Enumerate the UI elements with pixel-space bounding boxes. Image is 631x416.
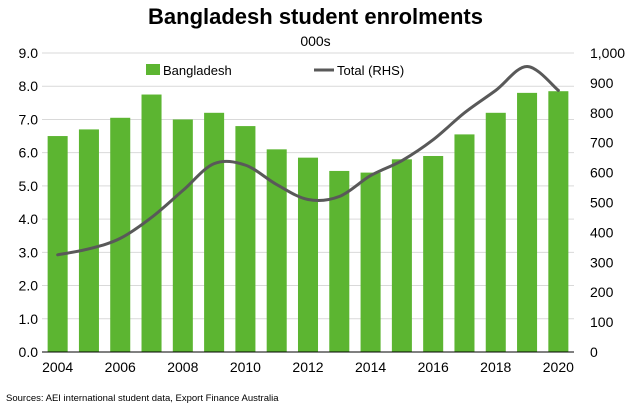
bar-2004 (47, 136, 68, 352)
line-series-total (56, 64, 560, 257)
bar-2018 (485, 112, 506, 352)
bar-2017 (454, 134, 475, 352)
bar-2006 (110, 117, 131, 353)
y-left-tick-label: 5.0 (19, 178, 39, 194)
chart-subtitle: 000s (300, 33, 331, 49)
bar-2012 (297, 157, 319, 352)
y-left-tick-label: 4.0 (19, 211, 39, 227)
y-right-tick-label: 600 (590, 165, 614, 181)
bar-2014 (360, 172, 381, 352)
bar-2005 (78, 129, 99, 352)
y-left-tick-label: 9.0 (19, 45, 39, 61)
y-axis-right-ticks: 0 100 200 300 400 500 600 700 800 900 1,000 (590, 45, 625, 360)
bar-2020 (548, 91, 569, 352)
bar-2011 (266, 149, 287, 352)
y-left-tick-label: 3.0 (19, 244, 39, 260)
bar-2008 (172, 119, 193, 352)
bar-2010 (235, 126, 256, 352)
y-left-tick-label: 8.0 (19, 78, 39, 94)
x-tick-label: 2014 (355, 359, 386, 375)
bar-2019 (517, 92, 538, 352)
bar-2009 (204, 112, 225, 352)
y-right-tick-label: 900 (590, 75, 614, 91)
y-right-tick-label: 100 (590, 314, 614, 330)
y-left-tick-label: 0.0 (19, 344, 39, 360)
y-left-tick-label: 2.0 (19, 278, 39, 294)
y-right-tick-label: 500 (590, 195, 614, 211)
y-axis-left-ticks: 0.0 1.0 2.0 3.0 4.0 5.0 6.0 7.0 8.0 9.0 (19, 45, 39, 360)
bar-2015 (391, 159, 412, 352)
legend-label-bangladesh: Bangladesh (163, 63, 232, 78)
x-axis-ticks: 2004 2006 2008 2010 2012 2014 2016 2018 2020 (42, 359, 574, 375)
x-tick-label: 2004 (42, 359, 73, 375)
y-right-tick-label: 300 (590, 254, 614, 270)
bar-2016 (423, 155, 444, 352)
x-tick-label: 2012 (292, 359, 323, 375)
bar-series-bangladesh (47, 91, 569, 353)
legend: Bangladesh Total (RHS) (146, 63, 404, 78)
y-left-tick-label: 7.0 (19, 111, 39, 127)
bar-2013 (329, 170, 350, 352)
chart-title: Bangladesh student enrolments (148, 4, 483, 29)
x-tick-label: 2016 (418, 359, 449, 375)
y-right-tick-label: 1,000 (590, 45, 625, 61)
y-right-tick-label: 200 (590, 284, 614, 300)
y-right-tick-label: 800 (590, 105, 614, 121)
legend-label-total: Total (RHS) (337, 63, 404, 78)
x-tick-label: 2006 (105, 359, 136, 375)
source-note: Sources: AEI international student data,… (6, 393, 279, 404)
y-right-tick-label: 700 (590, 135, 614, 151)
y-left-tick-label: 1.0 (19, 311, 39, 327)
y-left-tick-label: 6.0 (19, 145, 39, 161)
x-tick-label: 2018 (480, 359, 511, 375)
x-tick-label: 2010 (230, 359, 261, 375)
x-tick-label: 2008 (167, 359, 198, 375)
y-right-tick-label: 400 (590, 224, 614, 240)
legend-swatch-bangladesh (146, 64, 160, 75)
y-right-tick-label: 0 (590, 344, 598, 360)
bar-2007 (141, 94, 162, 353)
x-tick-label: 2020 (543, 359, 574, 375)
